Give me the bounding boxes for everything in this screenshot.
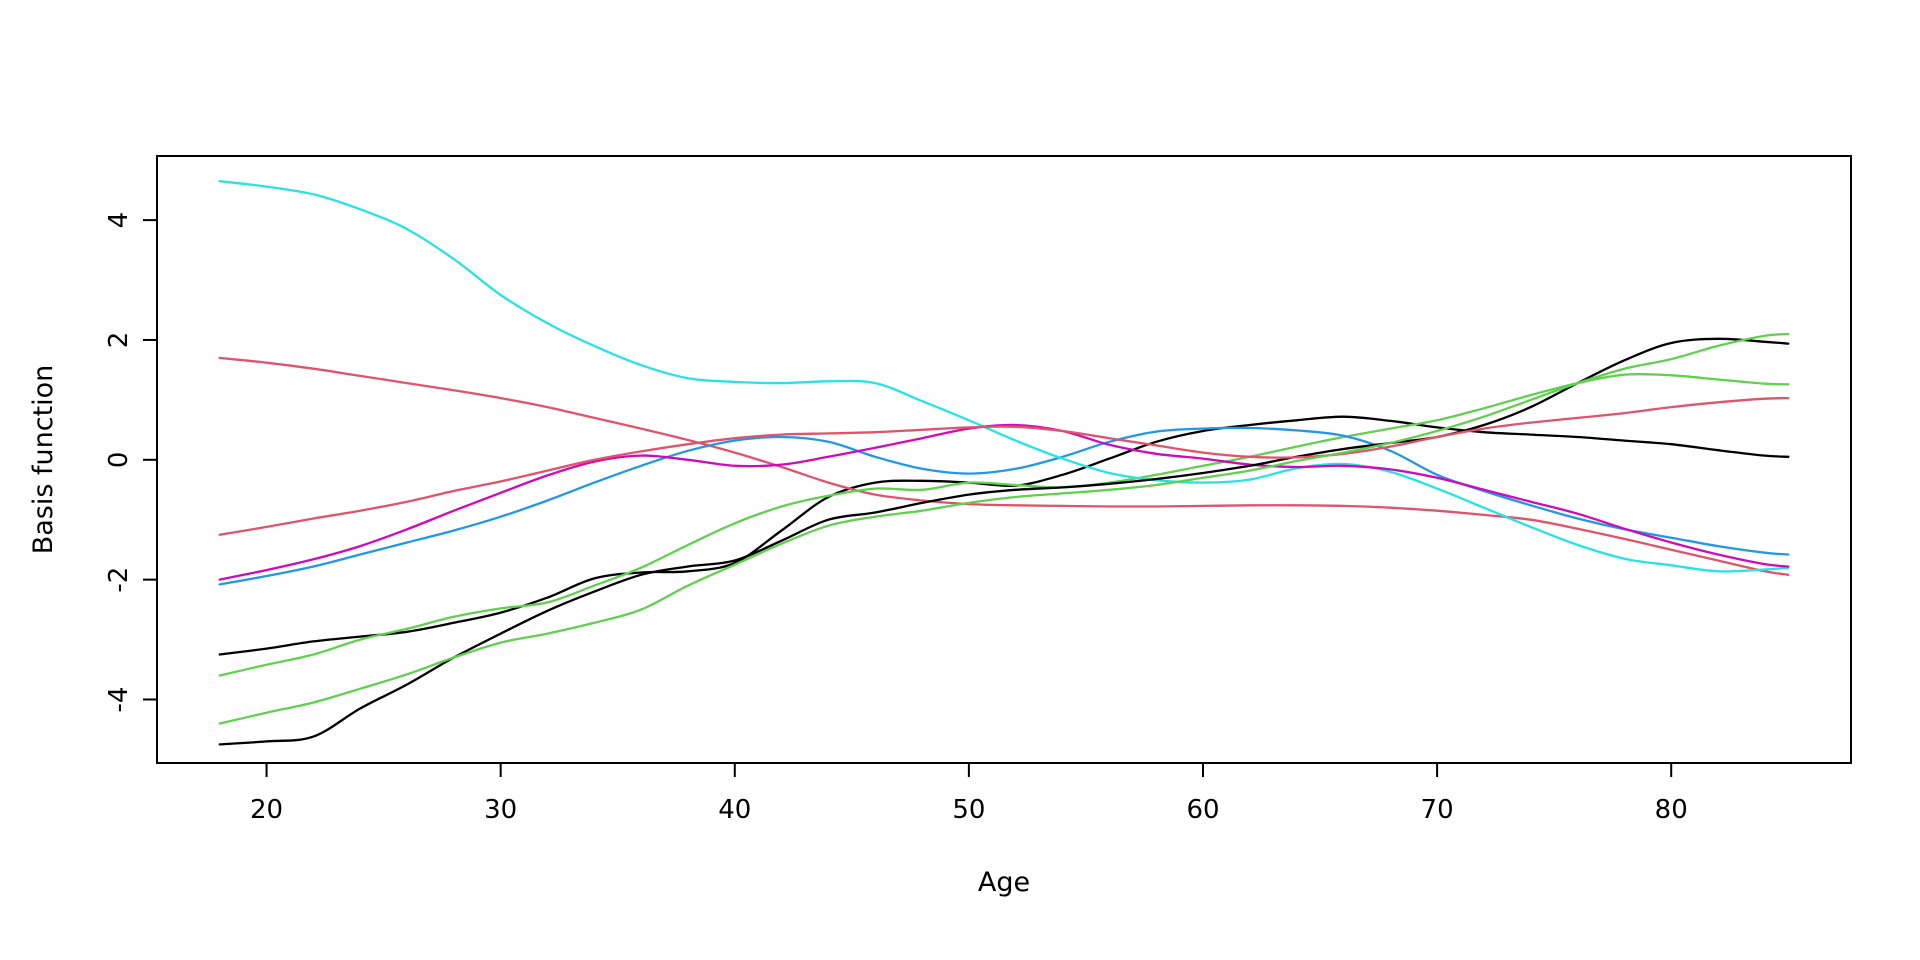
y-axis-tick-label: 0 bbox=[104, 452, 134, 469]
y-axis-tick-label: -2 bbox=[104, 567, 134, 593]
y-axis-tick-label: 4 bbox=[104, 212, 134, 229]
series-line-basis-9 bbox=[218, 332, 1790, 725]
x-axis-tick-label: 80 bbox=[1655, 795, 1688, 825]
y-axis: -4 -2 0 2 4 bbox=[104, 212, 157, 713]
series-line-basis-5 bbox=[218, 180, 1790, 573]
y-axis-tick-label: 2 bbox=[104, 332, 134, 349]
series-line-basis-8 bbox=[218, 396, 1790, 536]
x-axis: 20 30 40 50 60 70 80 bbox=[250, 763, 1688, 825]
x-axis-tick-label: 50 bbox=[952, 795, 985, 825]
x-axis-tick-label: 30 bbox=[484, 795, 517, 825]
x-axis-tick-label: 60 bbox=[1186, 795, 1219, 825]
series-line-basis-4 bbox=[218, 426, 1790, 586]
series-line-basis-3 bbox=[218, 372, 1790, 677]
series-line-basis-2 bbox=[218, 356, 1790, 576]
series-line-basis-7 bbox=[218, 337, 1790, 746]
x-axis-tick-label: 70 bbox=[1421, 795, 1454, 825]
y-axis-tick-label: -4 bbox=[104, 687, 134, 713]
x-axis-title: Age bbox=[978, 867, 1030, 898]
x-axis-tick-label: 40 bbox=[718, 795, 751, 825]
x-axis-tick-label: 20 bbox=[250, 795, 283, 825]
series-lines bbox=[218, 180, 1790, 746]
series-line-basis-6 bbox=[218, 423, 1790, 581]
y-axis-title: Basis function bbox=[28, 365, 59, 555]
